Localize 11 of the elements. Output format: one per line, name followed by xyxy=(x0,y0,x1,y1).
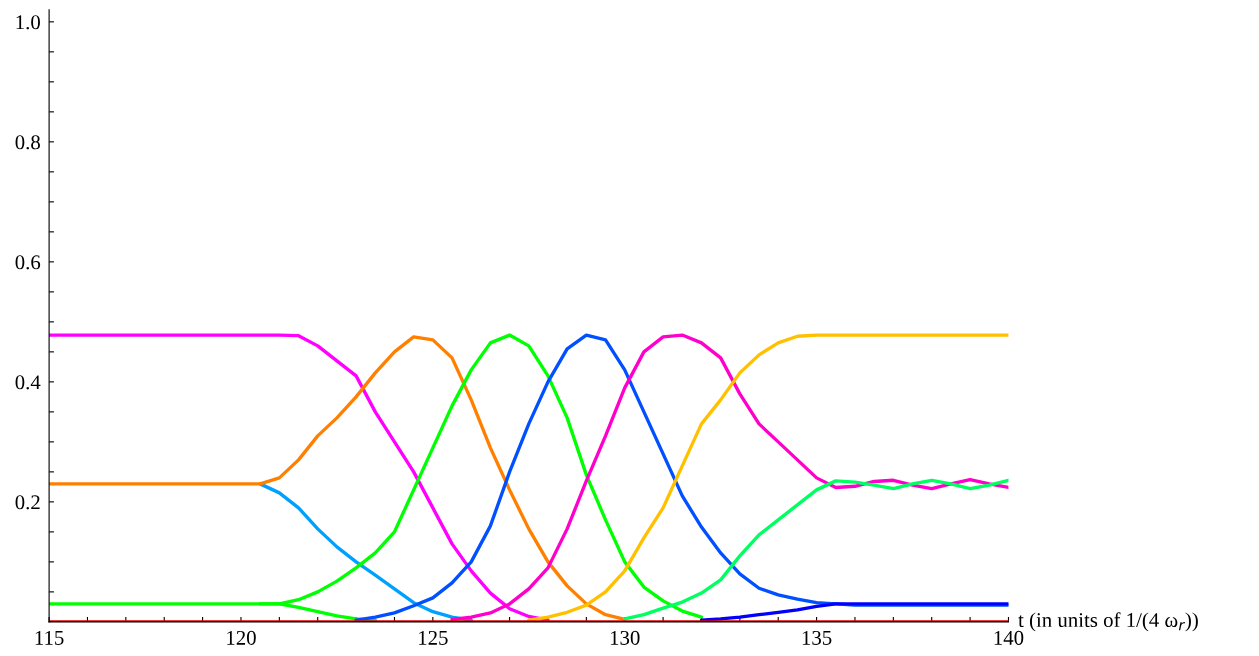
x-tick-label: 130 xyxy=(610,630,640,645)
y-tick-label: 0.2 xyxy=(15,495,40,510)
y-tick-label: 0.4 xyxy=(15,375,41,390)
y-tick-label: 0.6 xyxy=(15,255,41,270)
y-tick-label: 0.8 xyxy=(15,135,40,150)
x-tick-label: 125 xyxy=(419,630,448,645)
x-tick-label: 120 xyxy=(227,630,256,645)
x-tick-label: 140 xyxy=(994,630,1024,645)
x-tick-label: 115 xyxy=(35,630,64,645)
x-tick-label: 135 xyxy=(802,630,832,645)
y-tick-label: 1.0 xyxy=(16,15,40,30)
